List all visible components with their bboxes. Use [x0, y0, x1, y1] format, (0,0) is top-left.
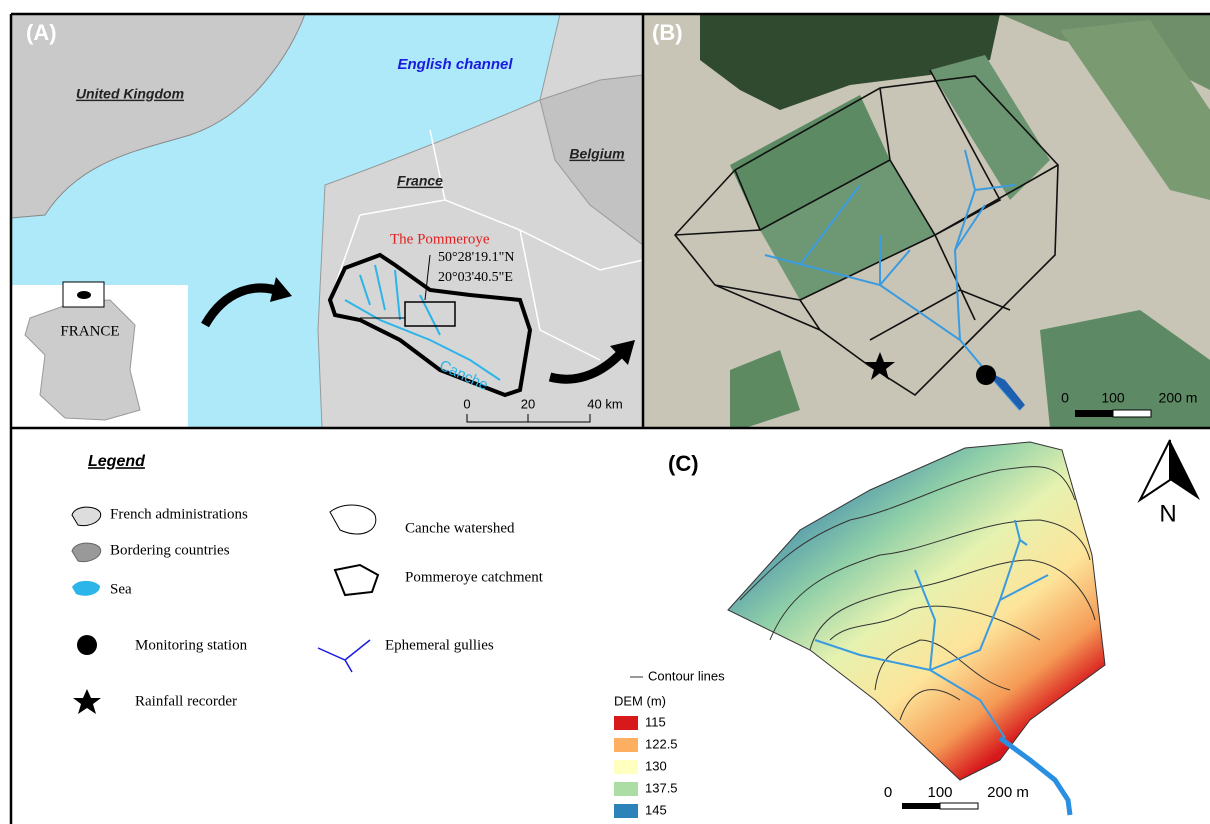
- monitoring-station: [976, 365, 996, 385]
- scale-bar: [940, 803, 978, 809]
- site-name: The Pommeroye: [390, 231, 490, 247]
- dem-swatch: [614, 716, 638, 730]
- dem-class: 122.5: [645, 736, 678, 751]
- legend-item: Monitoring station: [135, 637, 248, 653]
- legend-item: Rainfall recorder: [135, 693, 237, 709]
- legend-item: Pommeroye catchment: [405, 569, 544, 585]
- legend-icon: [73, 689, 101, 714]
- north-arrow: [1170, 440, 1200, 500]
- legend-icon: [77, 635, 97, 655]
- legend-icon: [330, 505, 376, 534]
- country-name: Belgium: [569, 146, 624, 162]
- legend-icon: [335, 565, 378, 595]
- legend-icon: [72, 581, 100, 596]
- legend-icon: [72, 507, 101, 526]
- scale-label: 0: [1061, 390, 1069, 406]
- dem-class: 115: [645, 714, 666, 729]
- dem-swatch: [614, 738, 638, 752]
- dem-class: 145: [645, 802, 667, 817]
- scale-label: 200 m: [987, 784, 1029, 801]
- legend-item: Canche watershed: [405, 520, 515, 536]
- scale-label: 100: [1101, 390, 1125, 406]
- panel-label: (A): [26, 20, 57, 45]
- longitude: 20°03'40.5"E: [438, 270, 513, 285]
- figure: (A) English channel United Kingdom Franc…: [0, 0, 1210, 824]
- legend-item: Ephemeral gullies: [385, 637, 494, 653]
- panel-b: [644, 14, 1210, 428]
- latitude: 50°28'19.1"N: [438, 250, 514, 265]
- legend-item: Contour lines: [648, 668, 725, 683]
- dem-class: 137.5: [645, 780, 678, 795]
- inset-name: FRANCE: [60, 323, 119, 339]
- dem-swatch: [614, 760, 638, 774]
- legend-item: Bordering countries: [110, 542, 230, 558]
- scale-bar: [1113, 410, 1151, 417]
- country-name: United Kingdom: [76, 86, 184, 102]
- panel-label: (B): [652, 20, 683, 45]
- panel-label: (C): [668, 451, 699, 476]
- legend-icon: [72, 543, 101, 562]
- scale-label: 20: [521, 396, 535, 411]
- scale-label: 0: [884, 784, 892, 801]
- scale-bar: [1075, 410, 1113, 417]
- scale-label: 200 m: [1159, 390, 1198, 406]
- inset-site: [77, 291, 91, 299]
- dem-surface: [728, 442, 1105, 780]
- legend-title: Legend: [88, 453, 146, 470]
- legend-item: French administrations: [110, 506, 248, 522]
- country-name: France: [397, 173, 443, 189]
- north-label: N: [1159, 500, 1176, 527]
- scale-bar: [902, 803, 940, 809]
- scale-label: 0: [463, 396, 470, 411]
- sea-name: English channel: [397, 56, 513, 73]
- legend-icon: [318, 640, 370, 672]
- dem-swatch: [614, 782, 638, 796]
- dem-class: 130: [645, 758, 667, 773]
- panel-a: [11, 14, 643, 428]
- stream: [1000, 738, 1070, 815]
- legend-item: Sea: [110, 581, 132, 597]
- dem-swatch: [614, 804, 638, 818]
- legend-title: DEM (m): [614, 693, 666, 708]
- scale-label: 100: [927, 784, 952, 801]
- north-arrow: [1140, 440, 1170, 500]
- scale-label: 40 km: [587, 396, 622, 411]
